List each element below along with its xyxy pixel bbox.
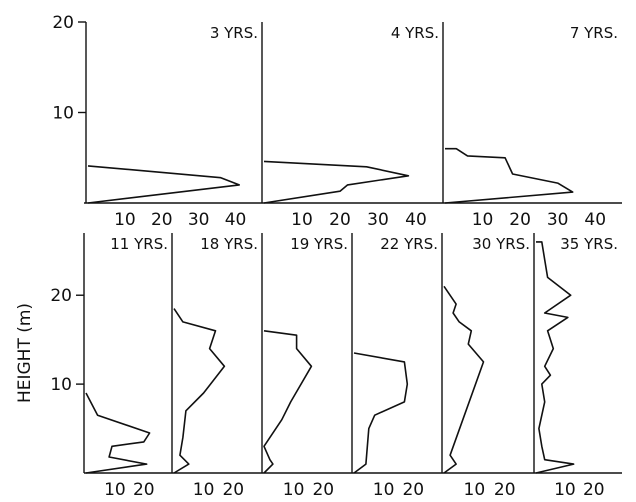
panel-2-x-tick-label: 10 (291, 210, 313, 230)
panel-7-profile-line (353, 352, 409, 474)
panel-9-label: 35 YRS. (560, 235, 618, 253)
panel-1-x-tick-label: 30 (188, 210, 210, 230)
panel-5-profile-line (173, 308, 226, 474)
panel-4-x-tick-label: 10 (104, 480, 126, 500)
panel-4-x-tick-label: 20 (133, 480, 155, 500)
panel-4-y-tick-label: 10 (50, 375, 72, 395)
panel-1-x-tick-label: 10 (114, 210, 136, 230)
panel-3-x-tick-label: 20 (509, 210, 531, 230)
panel-3-x-tick-label: 30 (547, 210, 569, 230)
panel-4-profile-line (85, 392, 151, 474)
panel-2-x-tick-label: 20 (329, 210, 351, 230)
panel-7-x-tick-label: 20 (402, 480, 424, 500)
panel-9-x-tick-label: 10 (554, 480, 576, 500)
panel-7-label: 22 YRS. (380, 235, 438, 253)
panel-7-x-tick-label: 10 (373, 480, 395, 500)
panel-5-x-tick-label: 20 (222, 480, 244, 500)
panel-1-y-tick-label: 10 (52, 104, 74, 124)
panel-8-x-tick-label: 10 (464, 480, 486, 500)
panel-3-x-tick-label: 10 (472, 210, 494, 230)
panel-6-x-tick-label: 20 (312, 480, 334, 500)
panel-2-x-tick-label: 30 (367, 210, 389, 230)
panel-2-profile-line (263, 160, 410, 204)
panel-1-label: 3 YRS. (210, 24, 258, 42)
panel-2-x-tick-label: 40 (405, 210, 427, 230)
y-axis-title: HEIGHT (m) (15, 303, 35, 403)
panel-8-profile-line (443, 285, 485, 474)
panel-4-label: 11 YRS. (110, 235, 168, 253)
panel-1-x-tick-label: 20 (151, 210, 173, 230)
panel-3-x-tick-label: 40 (584, 210, 606, 230)
panel-8-label: 30 YRS. (472, 235, 530, 253)
panel-5-label: 18 YRS. (200, 235, 258, 253)
panel-2-label: 4 YRS. (391, 24, 439, 42)
panel-6-x-tick-label: 10 (283, 480, 305, 500)
panel-9-profile-line (535, 241, 575, 474)
panel-1-x-tick-label: 40 (225, 210, 247, 230)
panel-8-x-tick-label: 20 (494, 480, 516, 500)
panel-1-y-tick-label: 20 (52, 13, 74, 33)
panel-6-label: 19 YRS. (290, 235, 348, 253)
panel-6-profile-line (263, 330, 313, 474)
panel-3-profile-line (444, 147, 574, 204)
panel-9-x-tick-label: 20 (583, 480, 605, 500)
panel-3-label: 7 YRS. (570, 24, 618, 42)
panel-4-y-tick-label: 20 (50, 286, 72, 306)
panel-5-x-tick-label: 10 (193, 480, 215, 500)
panel-1-profile-line (87, 165, 240, 204)
